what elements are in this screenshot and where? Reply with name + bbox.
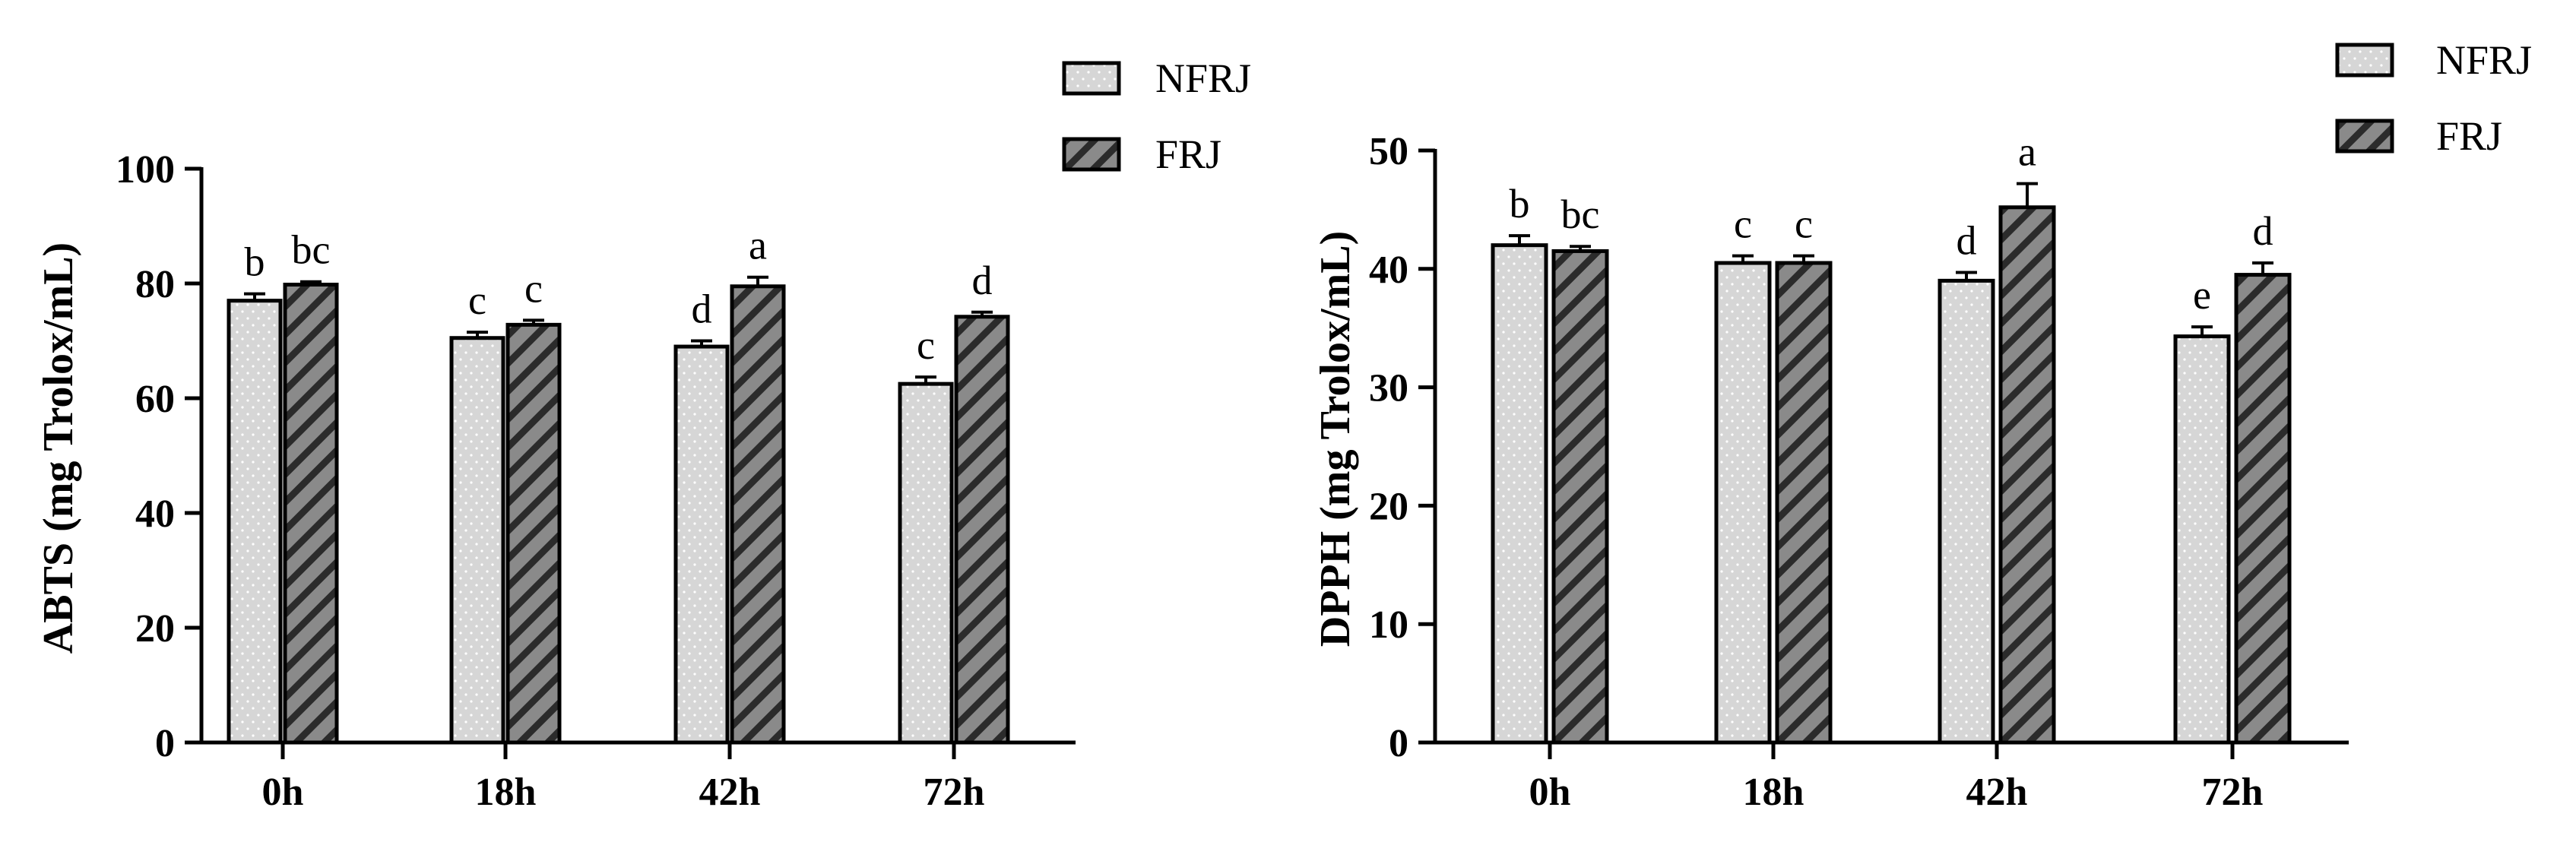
significance-letter: d — [692, 287, 712, 332]
x-tick-label: 18h — [475, 771, 537, 814]
y-tick-label: 60 — [135, 378, 175, 421]
bar-nfrj — [1714, 261, 1772, 745]
legend-swatch-nfrj — [1062, 61, 1121, 96]
significance-letter: c — [1734, 201, 1752, 247]
x-tick-label: 72h — [924, 771, 985, 814]
bar-nfrj — [898, 382, 954, 745]
significance-letter: d — [972, 258, 993, 303]
significance-letter: c — [468, 277, 486, 323]
y-tick-label: 100 — [116, 148, 175, 192]
bar-frj — [505, 322, 562, 745]
y-axis-title: ABTS (mg Trolox/mL) — [35, 242, 82, 654]
bar-nfrj — [449, 336, 505, 745]
legend-swatch-nfrj — [2335, 43, 2394, 78]
bar-nfrj — [1491, 243, 1548, 745]
legend-label-frj: FRJ — [1155, 131, 1221, 177]
bar-frj — [730, 284, 786, 745]
bar-nfrj — [1938, 278, 1995, 745]
legend-label-frj: FRJ — [2436, 113, 2502, 159]
y-tick-label: 0 — [1389, 722, 1408, 765]
x-tick-label: 72h — [2202, 771, 2264, 814]
significance-letter: c — [1795, 201, 1813, 247]
significance-letter: d — [1957, 217, 1977, 263]
bar-frj — [283, 283, 339, 745]
legend-swatch-frj — [1062, 137, 1121, 172]
significance-letter: e — [2193, 272, 2211, 318]
y-tick-label: 50 — [1369, 130, 1408, 173]
y-tick-label: 10 — [1369, 603, 1408, 647]
legend-label-nfrj: NFRJ — [2436, 37, 2532, 83]
dpph-chart: 0 10 20 30 40 50 DPPH (mg Trolox/mL) 0h 18h 42h 72… — [1312, 37, 2532, 814]
bar-frj — [1551, 249, 1609, 745]
x-tick-label: 0h — [1529, 771, 1571, 814]
bar-frj — [954, 315, 1010, 745]
y-tick-label: 40 — [135, 492, 175, 536]
x-tick-label: 18h — [1743, 771, 1804, 814]
bar-nfrj — [227, 299, 283, 745]
bar-frj — [2234, 273, 2292, 745]
y-tick-label: 40 — [1369, 249, 1408, 292]
significance-letter: b — [1510, 181, 1530, 226]
abts-chart: 0 20 40 60 80 100 ABTS (mg Trolox/mL) 0h 18h 42h 7… — [35, 55, 1251, 814]
significance-letter: bc — [1561, 192, 1600, 237]
y-axis-title: DPPH (mg Trolox/mL) — [1312, 231, 1359, 647]
legend-swatch-frj — [2335, 119, 2394, 154]
significance-letter: c — [524, 265, 543, 311]
significance-letter: a — [2018, 129, 2036, 175]
x-tick-label: 42h — [1966, 771, 2028, 814]
significance-letter: b — [245, 239, 265, 285]
significance-letter: a — [749, 223, 767, 268]
x-tick-label: 0h — [262, 771, 304, 814]
bar-frj — [1998, 205, 2056, 745]
bar-nfrj — [673, 344, 730, 745]
y-tick-label: 80 — [135, 263, 175, 306]
significance-letter: c — [917, 322, 935, 368]
y-tick-label: 30 — [1369, 367, 1408, 410]
significance-letter: bc — [292, 227, 331, 273]
y-tick-label: 20 — [135, 607, 175, 651]
y-tick-label: 0 — [155, 722, 175, 765]
x-tick-label: 42h — [699, 771, 761, 814]
bar-nfrj — [2173, 334, 2231, 745]
significance-letter: d — [2253, 208, 2273, 254]
y-tick-label: 20 — [1369, 485, 1408, 528]
bar-frj — [1775, 261, 1833, 745]
legend-label-nfrj: NFRJ — [1155, 55, 1251, 101]
